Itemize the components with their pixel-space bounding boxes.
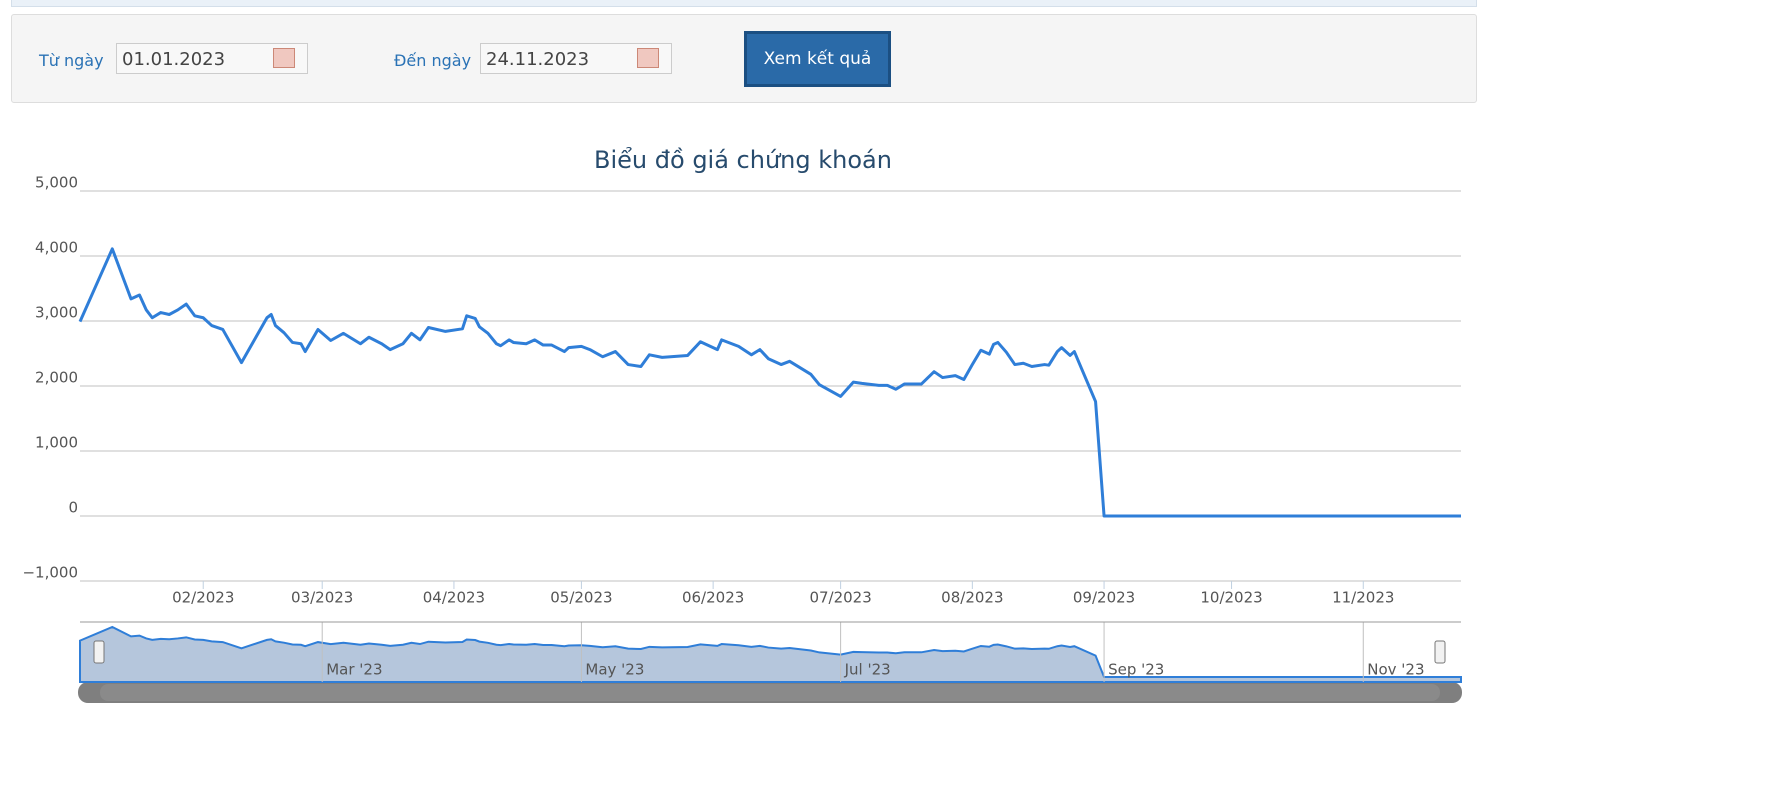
x-tick-label: 09/2023 — [1073, 589, 1135, 607]
price-line — [78, 247, 1461, 518]
x-tick-label: 07/2023 — [809, 589, 871, 607]
navigator-label: Nov '23 — [1367, 661, 1424, 679]
x-tick-label: 05/2023 — [550, 589, 612, 607]
y-tick-label: 4,000 — [35, 239, 78, 257]
calendar-icon[interactable] — [273, 48, 295, 68]
navigator-label: Jul '23 — [844, 661, 891, 679]
scrollbar-thumb[interactable] — [100, 684, 1440, 701]
x-tick-label: 10/2023 — [1200, 589, 1262, 607]
y-tick-label: 1,000 — [35, 434, 78, 452]
to-value: 24.11.2023 — [486, 49, 590, 70]
calendar-icon[interactable] — [637, 48, 659, 68]
navigator-label: May '23 — [585, 661, 644, 679]
y-tick-label: −1,000 — [22, 564, 78, 582]
top-bar — [11, 0, 1477, 7]
x-tick-label: 11/2023 — [1332, 589, 1394, 607]
x-tick-label: 08/2023 — [941, 589, 1003, 607]
navigator-area — [79, 625, 1462, 683]
y-tick-label: 5,000 — [35, 174, 78, 192]
x-tick-label: 06/2023 — [682, 589, 744, 607]
y-tick-label: 2,000 — [35, 369, 78, 387]
to-label: Đến ngày — [394, 51, 472, 70]
from-value: 01.01.2023 — [122, 49, 226, 70]
chart-title: Biểu đồ giá chứng khoán — [594, 146, 892, 174]
x-tick-label: 02/2023 — [172, 589, 234, 607]
from-input[interactable]: 01.01.2023 — [116, 43, 308, 74]
to-input[interactable]: 24.11.2023 — [480, 43, 672, 74]
from-label: Từ ngày — [39, 51, 104, 70]
navigator-label: Mar '23 — [326, 661, 382, 679]
x-tick-label: 04/2023 — [423, 589, 485, 607]
submit-button[interactable]: Xem kết quả — [744, 31, 891, 87]
filter-panel: Từ ngày 01.01.2023 Đến ngày 24.11.2023 X… — [11, 14, 1477, 103]
y-tick-label: 0 — [68, 499, 78, 517]
navigator-handle — [93, 640, 105, 664]
y-tick-label: 3,000 — [35, 304, 78, 322]
navigator-label: Sep '23 — [1108, 661, 1164, 679]
x-tick-label: 03/2023 — [291, 589, 353, 607]
navigator-handle — [1434, 640, 1446, 664]
